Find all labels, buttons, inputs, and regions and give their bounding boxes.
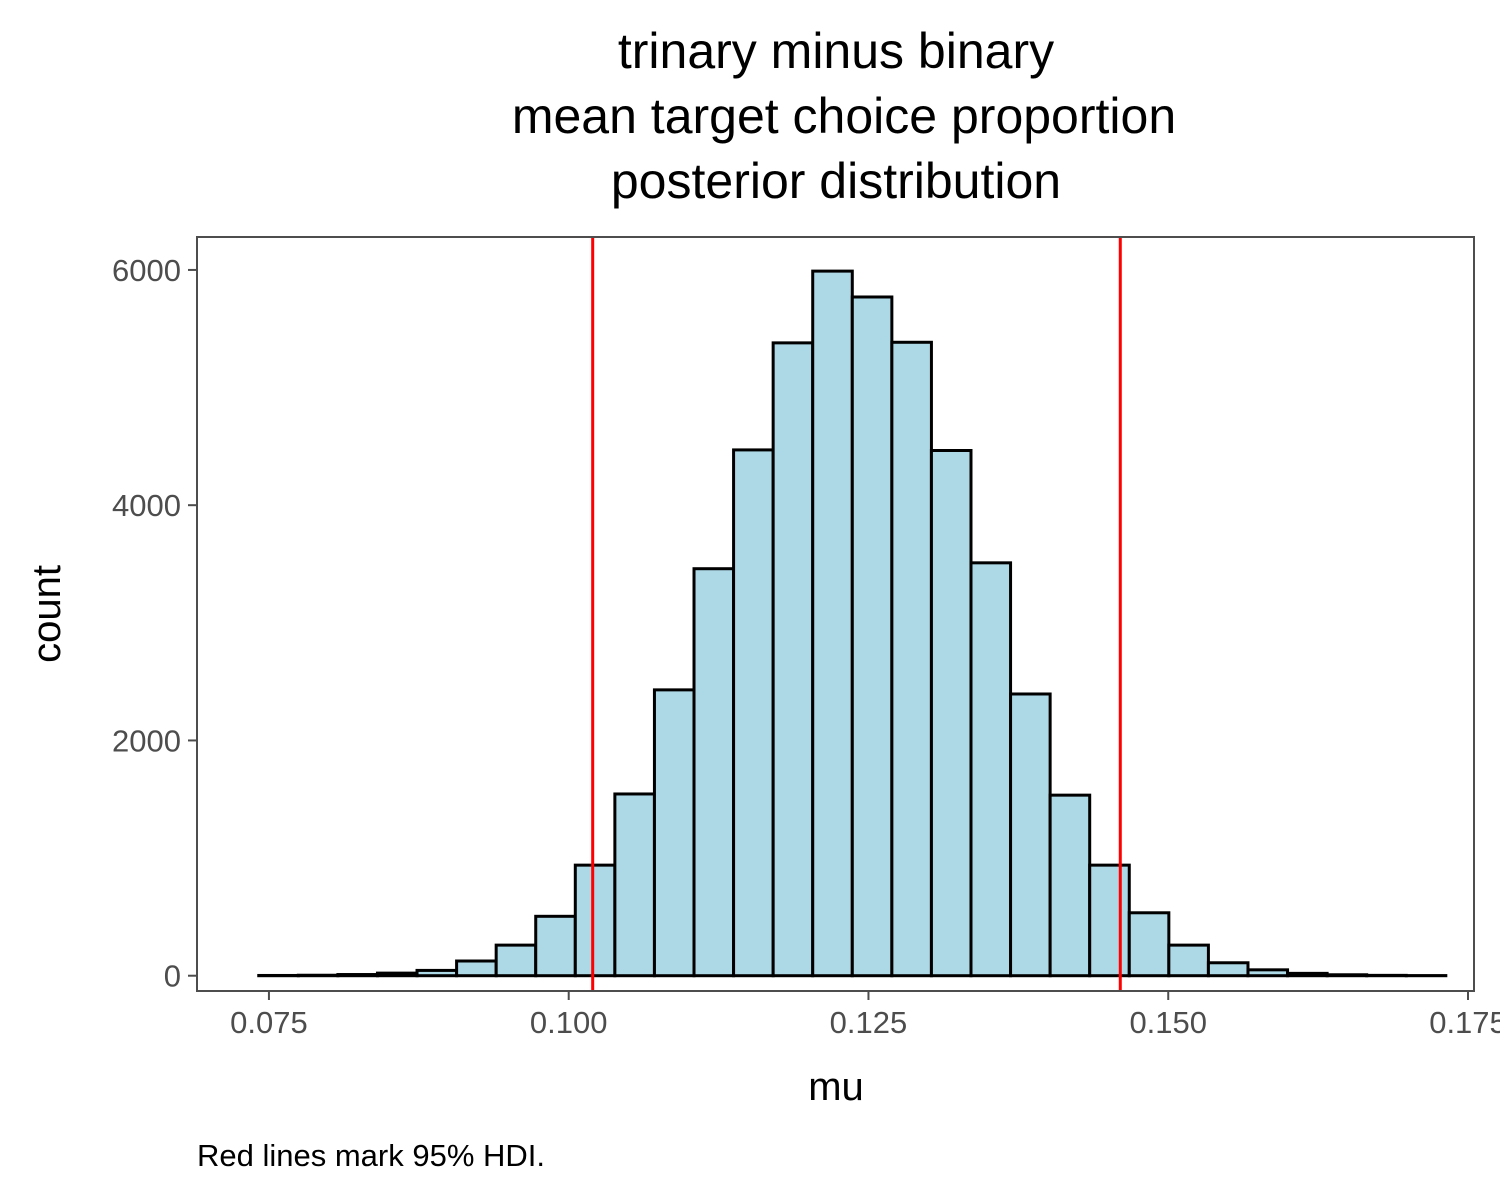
histogram-bar <box>573 863 617 978</box>
x-tick-label: 0.125 <box>830 1005 908 1040</box>
histogram-bar <box>494 943 538 978</box>
histogram-bar <box>1088 863 1131 978</box>
plot-panel-border <box>196 236 1475 992</box>
histogram-bar <box>771 341 815 978</box>
histogram-bar <box>455 959 498 978</box>
histogram-bar <box>811 269 854 978</box>
histogram-bar <box>732 448 775 978</box>
histogram-bar <box>1127 911 1171 978</box>
y-axis-title: count <box>25 565 69 663</box>
y-tick-label: 6000 <box>112 253 181 288</box>
histogram-bar <box>692 567 736 978</box>
histogram-bar <box>890 340 933 978</box>
histogram-bar <box>969 561 1013 978</box>
x-tick-label: 0.175 <box>1429 1005 1500 1040</box>
histogram-bar <box>375 971 419 978</box>
y-tick-label: 2000 <box>112 723 181 758</box>
histogram-bar <box>613 792 656 978</box>
histogram-bar <box>336 973 379 978</box>
histogram-bar <box>1167 943 1210 978</box>
histogram-bar <box>1325 973 1369 978</box>
y-tick-label: 0 <box>164 959 181 994</box>
histogram-bar <box>1009 692 1052 978</box>
x-tick-label: 0.150 <box>1129 1005 1207 1040</box>
chart-title-line-2: mean target choice proportion <box>512 88 1176 144</box>
histogram-bar <box>415 968 459 978</box>
y-tick-label: 4000 <box>112 488 181 523</box>
chart-title-line-3: posterior distribution <box>611 153 1061 209</box>
histogram-bar <box>929 449 973 978</box>
histogram-bar <box>652 688 696 978</box>
histogram-bars <box>257 269 1448 978</box>
x-axis: 0.075 0.100 0.125 0.150 0.175 <box>230 991 1500 1040</box>
histogram-bar <box>534 914 577 978</box>
y-axis: 0 2000 4000 6000 <box>112 253 197 994</box>
x-tick-label: 0.100 <box>530 1005 608 1040</box>
histogram-bar <box>850 295 894 978</box>
histogram-bar <box>1048 793 1092 978</box>
histogram-bar <box>1246 968 1290 978</box>
chart-caption: Red lines mark 95% HDI. <box>197 1138 545 1173</box>
histogram-bar <box>1206 961 1250 978</box>
histogram-bar <box>1286 971 1329 978</box>
hdi-lines <box>591 237 1122 991</box>
x-axis-title: mu <box>808 1065 864 1109</box>
x-tick-label: 0.075 <box>230 1005 308 1040</box>
chart-title-line-1: trinary minus binary <box>618 23 1054 79</box>
